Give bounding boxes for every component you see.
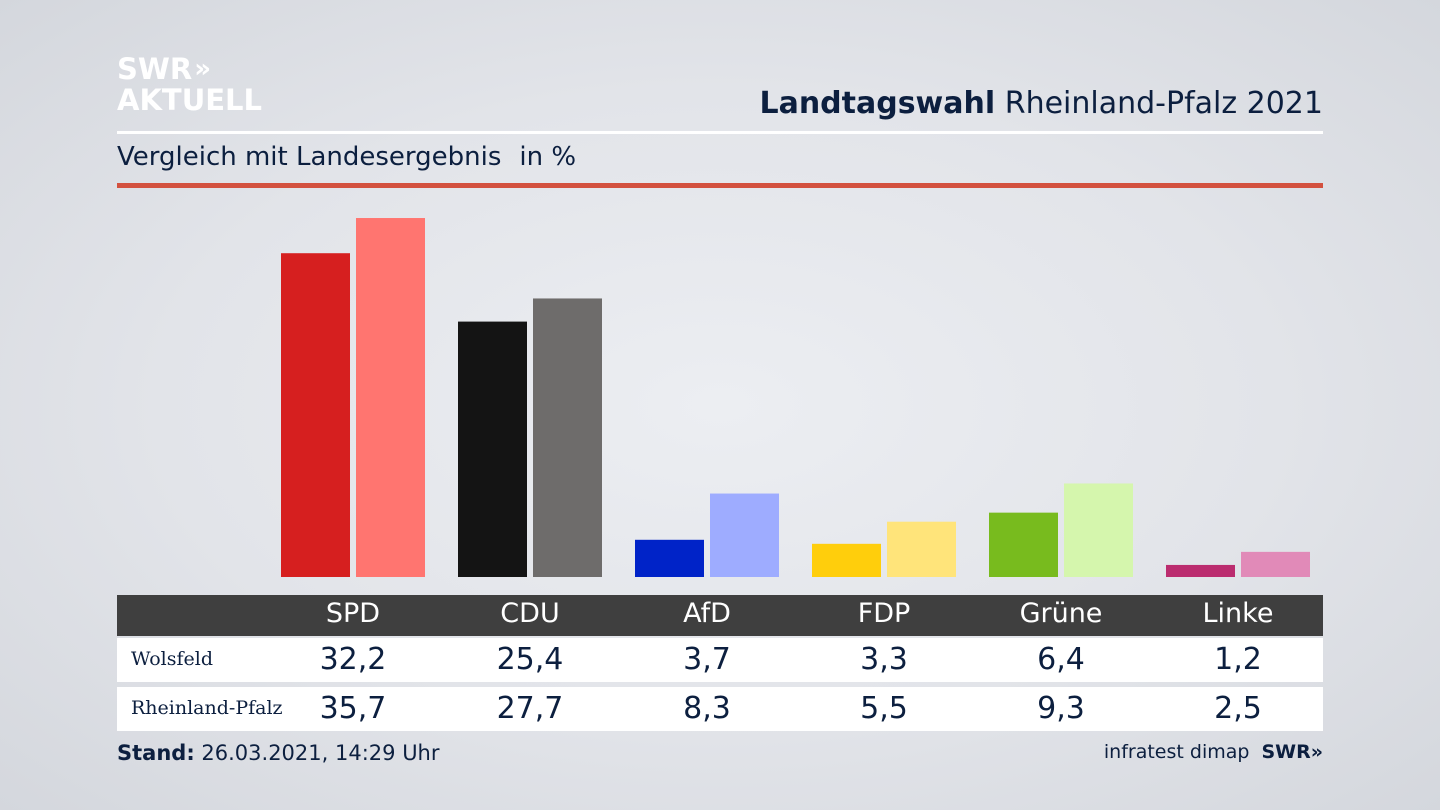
value-spd-rheinland-pfalz: 35,7 [319,691,387,726]
title-bold: Landtagswahl [759,86,996,121]
value-cdu-wolsfeld: 25,4 [496,642,564,677]
bar-fdp-rheinland-pfalz [887,521,956,577]
table-row: Wolsfeld 32,2 25,4 3,7 3,3 6,4 1,2 [117,638,1323,682]
swr-aktuell-logo: SWR» AKTUELL [117,54,262,116]
subtitle-text: Vergleich mit Landesergebnis [117,142,502,172]
title-divider [117,131,1323,134]
column-header-gruene: Grüne [1019,598,1103,629]
bar-gruene-wolsfeld [989,512,1058,577]
chart-subtitle: Vergleich mit Landesergebnis in % [117,142,576,172]
bar-gruene-rheinland-pfalz [1064,483,1133,577]
value-spd-wolsfeld: 32,2 [319,642,387,677]
logo-line1: SWR [117,52,193,86]
table-row: Rheinland-Pfalz 35,7 27,7 8,3 5,5 9,3 2,5 [117,687,1323,731]
bar-afd-wolsfeld [635,539,704,577]
accent-rule [117,183,1323,188]
page-title: Landtagswahl Rheinland-Pfalz 2021 [759,86,1323,121]
bar-afd-rheinland-pfalz [710,493,779,577]
subtitle-unit: in % [519,142,577,172]
value-gruene-wolsfeld: 6,4 [1037,642,1085,677]
bar-cdu-rheinland-pfalz [533,298,602,577]
bar-linke-rheinland-pfalz [1241,551,1310,577]
value-afd-wolsfeld: 3,7 [683,642,731,677]
column-header-afd: AfD [683,598,731,629]
timestamp: Stand: 26.03.2021, 14:29 Uhr [117,741,440,765]
value-fdp-rheinland-pfalz: 5,5 [860,691,908,726]
bar-chart [281,218,1310,577]
bar-linke-wolsfeld [1166,564,1235,577]
value-linke-rheinland-pfalz: 2,5 [1214,691,1262,726]
column-header-cdu: CDU [500,598,560,629]
logo-line2: AKTUELL [117,83,263,117]
column-header-fdp: FDP [857,598,911,629]
bar-spd-wolsfeld [281,253,350,577]
source-arrows-icon: » [1310,741,1323,763]
value-fdp-wolsfeld: 3,3 [860,642,908,677]
value-linke-wolsfeld: 1,2 [1214,642,1262,677]
bar-spd-rheinland-pfalz [356,218,425,577]
row-label-wolsfeld: Wolsfeld [131,648,214,670]
stand-label: Stand: [117,741,195,765]
table-header-row: SPD CDU AfD FDP Grüne Linke [117,595,1323,636]
source-brand: SWR» [1261,741,1323,763]
value-gruene-rheinland-pfalz: 9,3 [1037,691,1085,726]
value-afd-rheinland-pfalz: 8,3 [683,691,731,726]
bar-fdp-wolsfeld [812,543,881,577]
bar-cdu-wolsfeld [458,321,527,577]
row-label-rheinland-pfalz: Rheinland-Pfalz [131,697,283,719]
source-credit: infratest dimap SWR» [1104,741,1323,763]
value-cdu-rheinland-pfalz: 27,7 [496,691,564,726]
column-header-spd: SPD [325,598,381,629]
stand-value: 26.03.2021, 14:29 Uhr [201,741,440,765]
title-rest: Rheinland-Pfalz 2021 [1004,86,1323,121]
column-header-linke: Linke [1202,598,1274,629]
source-text: infratest dimap [1103,741,1250,763]
